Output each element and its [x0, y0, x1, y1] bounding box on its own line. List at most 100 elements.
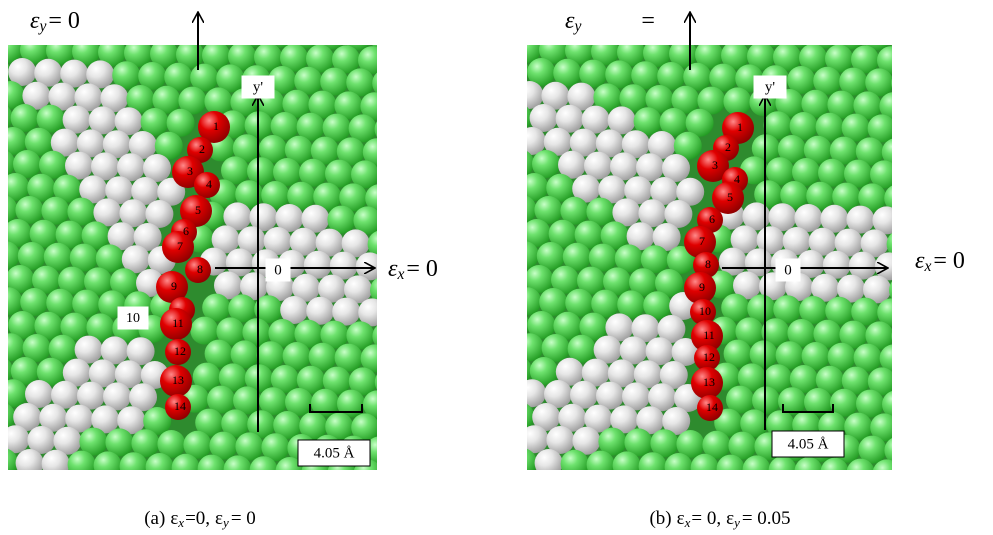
matrix-atom [681, 17, 709, 45]
matrix-atom [120, 452, 148, 480]
matrix-atom [489, 80, 517, 108]
atom-label: 13 [703, 375, 715, 389]
matrix-atom [743, 455, 771, 483]
matrix-atom [377, 414, 405, 442]
atom-label: 4 [206, 177, 212, 191]
matrix-atom [894, 368, 922, 396]
atom-label: 6 [709, 212, 715, 226]
matrix-atom [873, 459, 901, 487]
matrix-atom [665, 453, 693, 481]
atom-label: 9 [699, 280, 705, 294]
atom-label: 11 [703, 328, 715, 342]
matrix-atom [501, 57, 529, 85]
matrix-atom [891, 69, 919, 97]
strain-x-label: εx= 0 [388, 256, 438, 283]
matrix-atom [627, 474, 655, 502]
strain-y-label: εy= 0 [30, 8, 80, 35]
atom-label: 8 [197, 262, 203, 276]
matrix-atom [811, 21, 839, 49]
matrix-atom [896, 161, 924, 189]
atom-label: 3 [712, 158, 718, 172]
matrix-atom [759, 19, 787, 47]
atom-label: 1 [213, 119, 219, 133]
matrix-atom [655, 16, 683, 44]
matrix-atom [110, 15, 138, 43]
matrix-atom [342, 482, 370, 510]
matrix-atom [240, 19, 268, 47]
matrix-atom [691, 454, 719, 482]
scale-label: 4.05 Å [788, 436, 829, 452]
matrix-atom [212, 478, 240, 506]
matrix-atom [146, 453, 174, 481]
atom-label: 10 [126, 311, 140, 326]
atom-label: 5 [727, 190, 733, 204]
matrix-atom [0, 11, 8, 39]
matrix-atom [899, 460, 927, 488]
matrix-atom [757, 478, 785, 506]
matrix-atom [525, 12, 553, 40]
matrix-atom [377, 161, 405, 189]
matrix-atom [160, 476, 188, 504]
matrix-atom [499, 11, 527, 39]
matrix-atom [769, 456, 797, 484]
matrix-atom [497, 218, 525, 246]
matrix-atom [910, 437, 938, 465]
matrix-atom [891, 322, 919, 350]
matrix-atom [906, 345, 934, 373]
matrix-atom [82, 474, 110, 502]
atom-label: 4 [734, 172, 740, 186]
matrix-atom [172, 454, 200, 482]
matrix-atom [56, 473, 84, 501]
matrix-atom [136, 16, 164, 44]
matrix-atom [250, 456, 278, 484]
matrix-atom [847, 459, 875, 487]
matrix-atom [492, 126, 520, 154]
matrix-atom [389, 391, 417, 419]
matrix-atom [384, 299, 412, 327]
matrix-atom [561, 450, 589, 478]
matrix-atom [889, 276, 917, 304]
simulation-panel [487, 11, 941, 511]
matrix-atom [679, 476, 707, 504]
atom-label: 12 [703, 350, 715, 364]
matrix-atom [238, 478, 266, 506]
matrix-atom [516, 333, 544, 361]
matrix-atom [375, 368, 403, 396]
atom-label: 11 [172, 316, 184, 330]
matrix-atom [523, 471, 551, 499]
matrix-atom [0, 379, 27, 407]
matrix-atom [887, 482, 915, 510]
atom-label: 9 [171, 279, 177, 293]
strain-x-label: εx= 0 [915, 248, 965, 275]
matrix-atom [4, 471, 32, 499]
matrix-atom [504, 103, 532, 131]
matrix-atom [511, 241, 539, 269]
origin-label: 0 [274, 262, 282, 278]
matrix-atom [501, 310, 529, 338]
matrix-atom [733, 18, 761, 46]
atom-label: 13 [172, 373, 184, 387]
matrix-atom [0, 172, 3, 200]
matrix-atom [0, 126, 1, 154]
matrix-atom [368, 482, 396, 510]
matrix-atom [506, 149, 534, 177]
axis-label: y' [765, 79, 776, 95]
matrix-atom [380, 460, 408, 488]
aluminum-atom [16, 449, 44, 477]
matrix-atom [292, 21, 320, 49]
matrix-atom [387, 345, 415, 373]
matrix-atom [903, 299, 931, 327]
matrix-atom [835, 481, 863, 509]
atom-label: 10 [699, 304, 711, 318]
matrix-atom [186, 477, 214, 505]
matrix-atom [0, 218, 6, 246]
matrix-atom [898, 207, 926, 235]
matrix-atom [861, 482, 889, 510]
matrix-atom [224, 455, 252, 483]
matrix-atom [717, 455, 745, 483]
matrix-atom [731, 478, 759, 506]
matrix-atom [785, 20, 813, 48]
panel-caption: (a)εx=0,εy= 0 [144, 508, 256, 530]
panel-caption: (b)εx= 0,εy= 0.05 [649, 508, 790, 530]
matrix-atom [587, 451, 615, 479]
